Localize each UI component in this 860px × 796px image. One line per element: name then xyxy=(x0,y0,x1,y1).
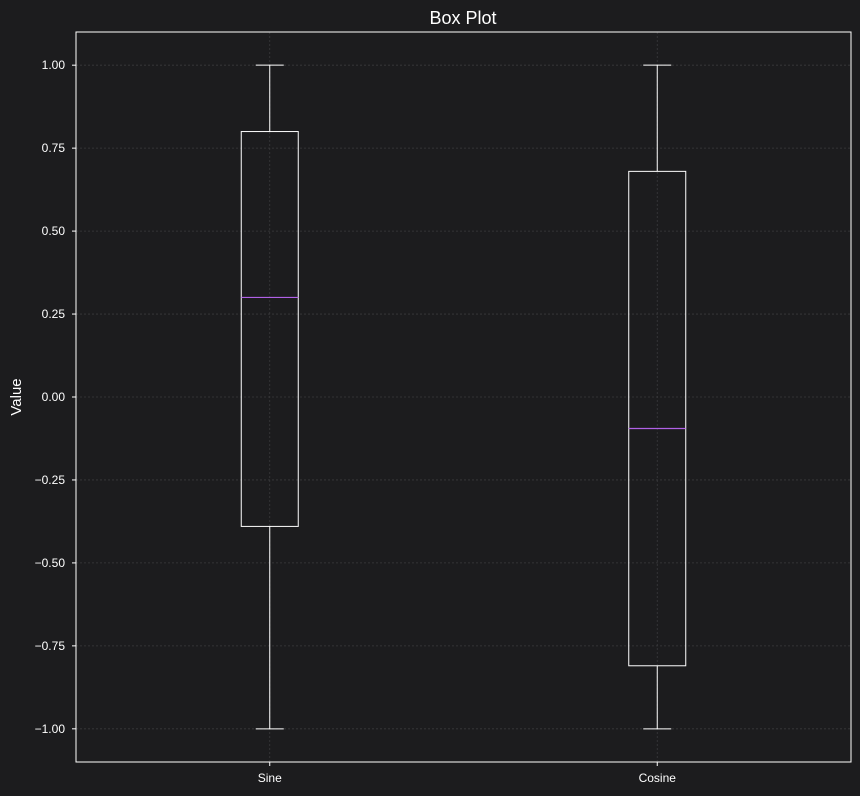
box-group-cosine xyxy=(628,64,687,730)
y-axis-title: Value xyxy=(8,378,25,415)
box-iqr xyxy=(240,131,299,527)
y-tick-label: 0.25 xyxy=(42,307,66,321)
y-tick-label: 0.75 xyxy=(42,141,66,155)
y-tick-label: −0.25 xyxy=(35,473,66,487)
x-axis-ticks: Sine Cosine xyxy=(258,762,677,785)
box-iqr xyxy=(628,170,687,667)
box-layer xyxy=(240,64,687,730)
chart-title: Box Plot xyxy=(429,8,496,28)
y-tick-label: 0.50 xyxy=(42,224,66,238)
y-tick-label: −0.50 xyxy=(35,556,66,570)
grid-layer xyxy=(76,32,851,762)
x-tick-label: Sine xyxy=(258,771,282,785)
y-axis-ticks: 1.00 0.75 0.50 0.25 0.00 −0.25 −0.50 −0.75 −1.00 xyxy=(35,58,76,736)
x-tick-label: Cosine xyxy=(639,771,677,785)
y-tick-label: 1.00 xyxy=(42,58,66,72)
y-tick-label: −0.75 xyxy=(35,639,66,653)
box-group-sine xyxy=(240,64,299,730)
y-tick-label: 0.00 xyxy=(42,390,66,404)
y-tick-label: −1.00 xyxy=(35,722,66,736)
